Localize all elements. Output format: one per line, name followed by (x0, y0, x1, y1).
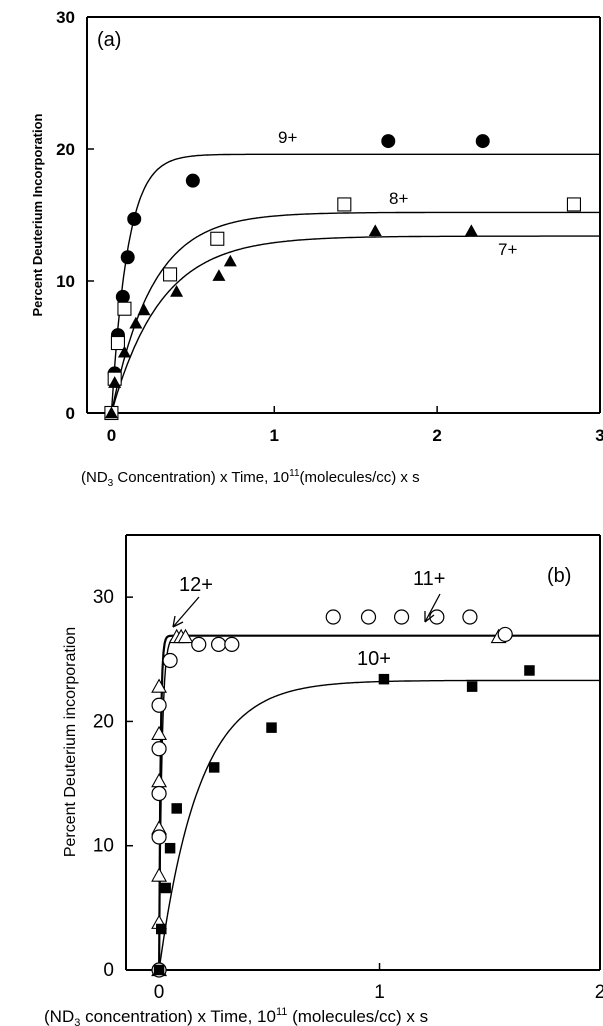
data-point-10plus (379, 674, 390, 685)
panel-b-data-points (152, 610, 535, 977)
panel-b-chart: (b) Percent Deuterium incorporation (ND3… (44, 535, 603, 1026)
x-tick-label: 0 (154, 982, 165, 1003)
data-point-7plus (369, 224, 382, 236)
fit-curve-8plus (111, 212, 600, 413)
data-point-11plus (225, 637, 239, 651)
y-tick-label: 30 (56, 8, 75, 27)
y-tick-label: 20 (93, 711, 114, 732)
data-point-10plus (160, 883, 171, 894)
data-point-7plus (129, 317, 142, 329)
series-label-12plus: 12+ (179, 574, 213, 596)
data-point-10plus (467, 681, 478, 692)
x-tick-label: 1 (374, 982, 385, 1003)
data-point-10plus (154, 965, 165, 976)
panel-b-y-axis-label: Percent Deuterium incorporation (62, 627, 79, 857)
series-label-9plus: 9+ (278, 128, 297, 147)
data-point-11plus (163, 654, 177, 668)
panel-a-data-points (105, 135, 581, 420)
data-point-11plus (212, 637, 226, 651)
data-point-11plus (152, 787, 166, 801)
data-point-7plus (212, 269, 225, 281)
data-point-10plus (165, 843, 176, 854)
data-point-12plus (152, 727, 166, 740)
x-tick-label: 1 (270, 426, 279, 445)
series-label-7plus: 7+ (498, 240, 517, 259)
y-tick-label: 20 (56, 140, 75, 159)
data-point-8plus (338, 198, 351, 211)
series-label-10plus: 10+ (357, 648, 391, 670)
data-point-9plus (382, 135, 395, 148)
data-point-11plus (395, 610, 409, 624)
fit-curve-11plus (159, 636, 600, 970)
x-tick-label: 0 (107, 426, 116, 445)
y-tick-label: 10 (93, 836, 114, 857)
panel-b-label: (b) (547, 565, 571, 587)
fit-curve-10plus (159, 680, 600, 970)
panel-a-y-axis-label: Percent Deuterium Incorporation (30, 113, 45, 316)
panel-b-ticks: 0120102030 (93, 587, 603, 1003)
data-point-11plus (362, 610, 376, 624)
x-tick-label: 3 (595, 426, 603, 445)
fit-curve-9plus (111, 154, 600, 413)
arrow-12plus (173, 597, 199, 627)
data-point-10plus (266, 722, 277, 733)
data-point-9plus (121, 251, 134, 264)
panel-a-x-axis-label: (ND3 Concentration) x Time, 1011(molecul… (81, 468, 420, 489)
x-tick-label: 2 (432, 426, 441, 445)
fit-curve-12plus (159, 636, 600, 970)
data-point-11plus (152, 698, 166, 712)
panel-a-fit-curves (111, 154, 600, 413)
fit-curve-7plus (111, 236, 600, 413)
data-point-7plus (138, 304, 151, 316)
data-point-7plus (170, 285, 183, 297)
data-point-11plus (192, 637, 206, 651)
y-tick-label: 10 (56, 272, 75, 291)
arrow-12plus-shaft (173, 597, 199, 627)
panel-a-ticks: 01230102030 (56, 8, 603, 445)
data-point-10plus (171, 803, 182, 814)
data-point-8plus (111, 337, 124, 350)
series-label-8plus: 8+ (389, 189, 408, 208)
y-tick-label: 0 (103, 960, 114, 981)
data-point-7plus (224, 255, 237, 267)
panel-a-chart: (a) Percent Deuterium Incorporation (ND3… (30, 8, 603, 489)
data-point-8plus (164, 268, 177, 281)
data-point-8plus (211, 232, 224, 245)
data-point-12plus (152, 774, 166, 787)
data-point-9plus (128, 212, 141, 225)
panel-a-label: (a) (97, 29, 121, 51)
data-point-11plus (152, 742, 166, 756)
series-label-11plus: 11+ (413, 568, 445, 590)
data-point-12plus (152, 869, 166, 882)
y-tick-label: 0 (66, 404, 75, 423)
data-point-11plus (152, 830, 166, 844)
data-point-7plus (465, 224, 478, 236)
data-point-8plus (118, 302, 131, 315)
data-point-9plus (116, 290, 129, 303)
panel-b-fit-curves (159, 636, 600, 970)
data-point-10plus (209, 762, 220, 773)
data-point-9plus (476, 135, 489, 148)
y-tick-label: 30 (93, 587, 114, 608)
x-tick-label: 2 (595, 982, 603, 1003)
data-point-10plus (524, 665, 535, 676)
data-point-11plus (326, 610, 340, 624)
data-point-9plus (186, 174, 199, 187)
data-point-10plus (156, 924, 167, 935)
panel-b-x-axis-label: (ND3 concentration) x Time, 1011 (molecu… (44, 1006, 428, 1026)
data-point-11plus (463, 610, 477, 624)
data-point-11plus (498, 627, 512, 641)
data-point-8plus (567, 198, 580, 211)
